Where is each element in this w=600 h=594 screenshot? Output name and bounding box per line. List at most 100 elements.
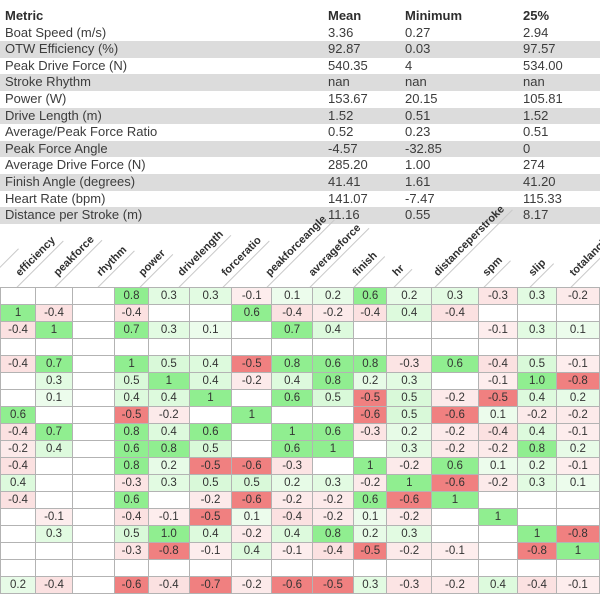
matrix-cell: 0.1 bbox=[231, 508, 273, 526]
matrix-row: -0.4 0.7 1 0.5 0.4 -0.5 0.8 0.6 0.8 -0.3 0.6 -0.4 0.… bbox=[0, 355, 600, 373]
matrix-column-label-power: power bbox=[128, 243, 174, 288]
matrix-cell: -0.2 bbox=[311, 491, 355, 509]
matrix-cell: 0.2 bbox=[147, 457, 190, 475]
matrix-cell: -0.4 bbox=[114, 508, 149, 526]
matrix-cell bbox=[114, 338, 149, 356]
matrix-cell: -0.3 bbox=[114, 474, 149, 492]
matrix-cell: 0.5 bbox=[188, 440, 233, 458]
matrix-cell: 1 bbox=[271, 423, 313, 441]
matrix-cell: 0.5 bbox=[517, 355, 557, 373]
matrix-cell: 0.6 bbox=[353, 287, 388, 305]
metric-25pct-cell: 0.51 bbox=[523, 124, 549, 140]
matrix-cell: 0.2 bbox=[386, 287, 433, 305]
matrix-cell: 0.4 bbox=[188, 525, 233, 543]
matrix-cell: 1 bbox=[0, 304, 37, 322]
metric-name-cell: Peak Drive Force (N) bbox=[5, 57, 128, 73]
matrix-cell: -0.2 bbox=[231, 372, 273, 390]
metric-25pct-cell: 115.33 bbox=[523, 190, 562, 206]
metric-row: Distance per Stroke (m) 11.16 0.55 8.17 bbox=[0, 207, 600, 224]
matrix-cell: 0.3 bbox=[147, 474, 190, 492]
matrix-cell: -0.2 bbox=[231, 525, 273, 543]
matrix-cell: 0.4 bbox=[188, 372, 233, 390]
matrix-cell: 0.6 bbox=[271, 440, 313, 458]
matrix-cell bbox=[71, 338, 116, 356]
matrix-cell bbox=[555, 338, 600, 356]
matrix-cell: 0.8 bbox=[271, 355, 313, 373]
matrix-cell bbox=[231, 423, 273, 441]
matrix-cell: -0.2 bbox=[353, 474, 388, 492]
matrix-column-label-spm: spm bbox=[472, 250, 511, 288]
matrix-cell: 0.4 bbox=[147, 389, 190, 407]
correlation-matrix-section: 0.8 0.3 0.3 -0.1 0.1 0.2 0.6 0.2 0.3 -0.3 0.3 -0.2 1… bbox=[0, 287, 600, 594]
matrix-cell: -0.8 bbox=[555, 525, 600, 543]
matrix-cell bbox=[71, 321, 116, 339]
matrix-cell: 0.2 bbox=[555, 440, 600, 458]
matrix-cell: 0.6 bbox=[353, 491, 388, 509]
matrix-cell: 0.4 bbox=[386, 304, 433, 322]
matrix-cell: -0.3 bbox=[386, 576, 433, 594]
metric-minimum-cell: 0.27 bbox=[405, 24, 431, 40]
metrics-header-mean: Mean bbox=[328, 8, 362, 23]
metric-name-cell: Finish Angle (degrees) bbox=[5, 173, 136, 189]
metric-row: Peak Force Angle -4.57 -32.85 0 bbox=[0, 140, 600, 158]
matrix-cell: -0.4 bbox=[477, 423, 519, 441]
metric-mean-cell: nan bbox=[328, 74, 350, 90]
matrix-cell: -0.6 bbox=[386, 491, 433, 509]
metric-minimum-cell: -7.47 bbox=[405, 190, 435, 206]
matrix-cell bbox=[353, 321, 388, 339]
matrix-cell bbox=[35, 457, 73, 475]
matrix-cell: -0.2 bbox=[431, 389, 479, 407]
matrix-cell: 0.8 bbox=[311, 525, 355, 543]
matrix-cell bbox=[555, 559, 600, 577]
matrix-cell bbox=[0, 287, 37, 305]
matrix-cell: 0.7 bbox=[35, 355, 73, 373]
matrix-cell: 0.5 bbox=[114, 372, 149, 390]
matrix-cell: -0.1 bbox=[555, 457, 600, 475]
matrix-cell: -0.4 bbox=[147, 576, 190, 594]
matrix-cell: 0.1 bbox=[271, 287, 313, 305]
matrix-cell: 0.8 bbox=[114, 423, 149, 441]
matrix-cell: 0.5 bbox=[147, 355, 190, 373]
matrix-cell bbox=[188, 304, 233, 322]
matrix-cell: 0.3 bbox=[35, 525, 73, 543]
matrix-cell: -0.5 bbox=[477, 389, 519, 407]
metric-row: Boat Speed (m/s) 3.36 0.27 2.94 bbox=[0, 25, 600, 42]
matrix-cell: 0.6 bbox=[311, 423, 355, 441]
matrix-cell bbox=[271, 406, 313, 424]
metric-minimum-cell: nan bbox=[405, 74, 427, 90]
metric-name-cell: Average/Peak Force Ratio bbox=[5, 124, 158, 140]
matrix-cell bbox=[555, 304, 600, 322]
metric-minimum-cell: 0.55 bbox=[405, 207, 431, 223]
metric-mean-cell: 92.87 bbox=[328, 41, 361, 57]
matrix-cell bbox=[35, 338, 73, 356]
matrix-cell: 0.3 bbox=[386, 525, 433, 543]
matrix-cell: 1 bbox=[477, 508, 519, 526]
matrix-cell: 1 bbox=[35, 321, 73, 339]
matrix-cell: 0.8 bbox=[517, 440, 557, 458]
matrix-cell: 1 bbox=[353, 457, 388, 475]
matrix-cell: 0.6 bbox=[311, 355, 355, 373]
matrix-cell: 0.4 bbox=[35, 440, 73, 458]
matrix-cell bbox=[35, 287, 73, 305]
matrix-cell bbox=[0, 559, 37, 577]
matrix-row bbox=[0, 338, 600, 356]
matrix-row: 0.6 -0.5 -0.2 1 -0.6 0.5 -0.6 0.1 -0.2 -0.2 bbox=[0, 406, 600, 424]
matrix-cell: 0.4 bbox=[271, 525, 313, 543]
matrix-cell: 0.1 bbox=[188, 321, 233, 339]
metric-minimum-cell: 0.03 bbox=[405, 41, 431, 57]
matrix-cell: 1 bbox=[231, 406, 273, 424]
metrics-summary-section: Metric Mean Minimum 25% Boat Speed (m/s)… bbox=[0, 8, 600, 224]
matrix-cell: -0.1 bbox=[555, 423, 600, 441]
matrix-row: 0.1 0.4 0.4 1 0.6 0.5 -0.5 0.5 -0.2 -0.5 0.4 0.2 bbox=[0, 389, 600, 407]
matrix-cell: 0.6 bbox=[271, 389, 313, 407]
matrix-cell: -0.2 bbox=[386, 508, 433, 526]
metric-row: Average/Peak Force Ratio 0.52 0.23 0.51 bbox=[0, 124, 600, 141]
matrix-cell: -0.4 bbox=[0, 457, 37, 475]
metric-minimum-cell: -32.85 bbox=[405, 140, 442, 156]
matrix-cell: -0.1 bbox=[271, 542, 313, 560]
matrix-row: 0.2 -0.4 -0.6 -0.4 -0.7 -0.2 -0.6 -0.5 0.3 -0.3 -0… bbox=[0, 576, 600, 594]
matrix-cell: 0.1 bbox=[555, 474, 600, 492]
matrix-cell bbox=[35, 474, 73, 492]
matrix-cell: -0.4 bbox=[431, 304, 479, 322]
matrix-cell: -0.4 bbox=[271, 508, 313, 526]
